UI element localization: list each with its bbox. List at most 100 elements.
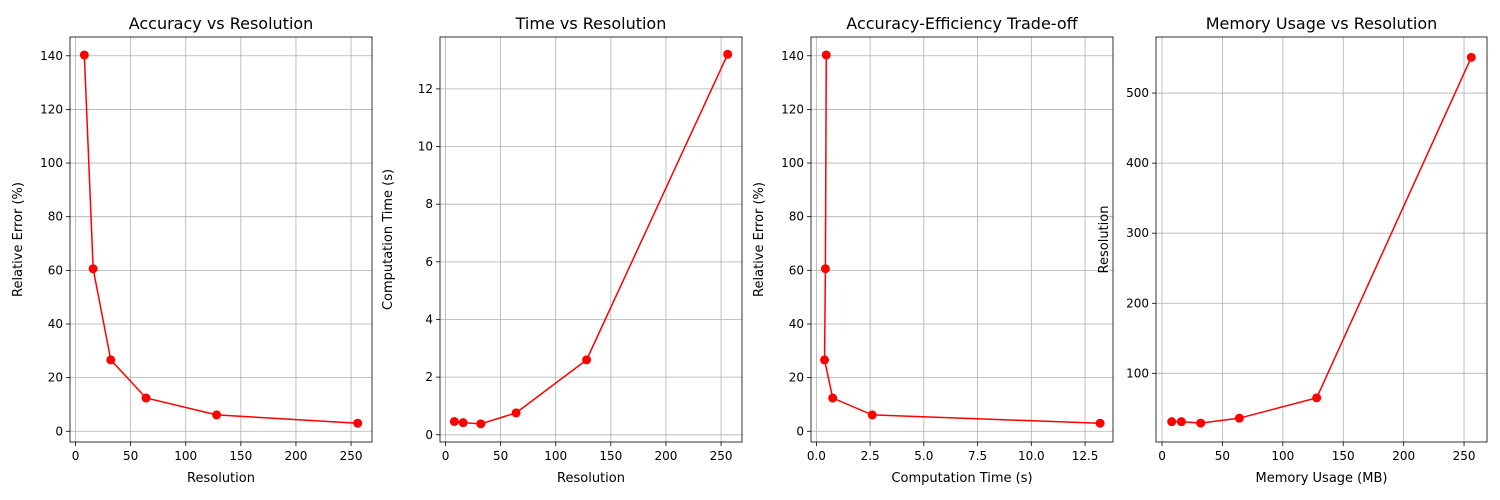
x-tick-label: 200: [654, 449, 677, 463]
y-tick-label: 100: [781, 156, 804, 170]
y-axis-label: Relative Error (%): [11, 182, 26, 297]
x-tick-label: 0: [1158, 449, 1166, 463]
axes-frame: [69, 36, 373, 443]
series-line: [454, 53, 729, 425]
data-point: [106, 355, 116, 365]
axes-frame: [439, 36, 743, 443]
y-tick-label: 40: [789, 317, 804, 331]
data-point: [1176, 417, 1186, 427]
y-tick-label: 60: [789, 263, 804, 277]
y-tick-label: 40: [48, 317, 63, 331]
x-tick-label: 7.5: [968, 449, 987, 463]
y-tick-label: 10: [418, 140, 433, 154]
x-tick-label: 50: [123, 449, 138, 463]
y-tick-label: 120: [781, 102, 804, 116]
series-line: [83, 54, 358, 424]
y-tick-label: 60: [48, 263, 63, 277]
y-tick-label: 80: [48, 210, 63, 224]
x-axis-label: Resolution: [187, 471, 255, 486]
y-axis-label: Computation Time (s): [381, 169, 396, 310]
data-point: [212, 410, 222, 420]
data-point: [820, 355, 830, 365]
y-tick-label: 500: [1126, 86, 1149, 100]
series-line: [823, 54, 1101, 424]
chart-title: Accuracy vs Resolution: [129, 14, 314, 33]
y-tick-label: 20: [789, 371, 804, 385]
x-tick-label: 200: [1392, 449, 1415, 463]
y-tick-label: 6: [425, 255, 433, 269]
axes-frame: [1155, 36, 1488, 443]
y-tick-label: 2: [425, 370, 433, 384]
data-point: [582, 355, 592, 365]
y-axis-label: Relative Error (%): [752, 182, 767, 297]
data-point: [723, 49, 733, 59]
chart-panel-4: 0 50 100 150 200 250 100 200 300 400 500 Memory Usa…: [1097, 14, 1488, 486]
chart-title: Accuracy-Efficiency Trade-off: [846, 14, 1078, 33]
x-tick-label: 250: [340, 449, 363, 463]
data-point: [1234, 413, 1244, 423]
x-tick-label: 10.0: [1018, 449, 1045, 463]
data-point: [79, 50, 89, 60]
x-tick-label: 2.5: [861, 449, 880, 463]
x-tick-label: 0: [72, 449, 80, 463]
data-point: [511, 408, 521, 418]
y-tick-label: 0: [425, 428, 433, 442]
y-tick-label: 120: [40, 102, 63, 116]
x-tick-label: 100: [1271, 449, 1294, 463]
y-tick-label: 0: [55, 424, 63, 438]
data-point: [1466, 52, 1476, 62]
data-point: [820, 264, 830, 274]
y-tick-label: 20: [48, 371, 63, 385]
y-tick-label: 100: [40, 156, 63, 170]
x-tick-label: 250: [1453, 449, 1476, 463]
x-tick-label: 150: [1332, 449, 1355, 463]
data-point: [1312, 393, 1322, 403]
x-axis-label: Computation Time (s): [891, 471, 1032, 486]
x-tick-label: 5.0: [914, 449, 933, 463]
y-tick-label: 140: [781, 49, 804, 63]
x-tick-label: 150: [229, 449, 252, 463]
y-tick-label: 100: [1126, 366, 1149, 380]
y-tick-label: 80: [789, 210, 804, 224]
x-tick-label: 50: [1215, 449, 1230, 463]
y-tick-label: 12: [418, 82, 433, 96]
y-tick-label: 4: [425, 312, 433, 326]
x-tick-label: 100: [544, 449, 567, 463]
series-line: [1171, 57, 1472, 424]
chart-title: Time vs Resolution: [515, 14, 667, 33]
y-tick-label: 8: [425, 197, 433, 211]
x-tick-label: 250: [710, 449, 733, 463]
x-axis-label: Memory Usage (MB): [1256, 471, 1388, 486]
chart-title: Memory Usage vs Resolution: [1206, 14, 1438, 33]
y-tick-label: 200: [1126, 296, 1149, 310]
data-point: [1196, 418, 1206, 428]
data-point: [88, 264, 98, 274]
data-point: [828, 393, 838, 403]
y-axis-label: Resolution: [1097, 206, 1112, 274]
data-point: [821, 50, 831, 60]
data-point: [141, 393, 151, 403]
chart-panel-3: 0.0 2.5 5.0 7.5 10.0 12.5 0 20 40 60 80 100 120 140 Ac…: [752, 14, 1114, 486]
x-tick-label: 0.0: [807, 449, 826, 463]
data-point: [353, 418, 363, 428]
y-tick-label: 400: [1126, 156, 1149, 170]
data-point: [1167, 417, 1177, 427]
axes-frame: [810, 36, 1114, 443]
x-tick-label: 0: [442, 449, 450, 463]
x-axis-label: Resolution: [557, 471, 625, 486]
x-tick-label: 50: [493, 449, 508, 463]
y-tick-label: 300: [1126, 226, 1149, 240]
data-point: [449, 417, 459, 427]
data-point: [867, 410, 877, 420]
chart-panel-1: 0 50 100 150 200 250 0 20 40 60 80 100 120 140 Accurac…: [11, 14, 373, 486]
y-tick-label: 0: [796, 424, 804, 438]
data-point: [476, 419, 486, 429]
chart-panel-2: 0 50 100 150 200 250 0 2 4 6 8 10 12 Time vs Resoluti…: [381, 14, 743, 486]
data-point: [458, 418, 468, 428]
x-tick-label: 12.5: [1072, 449, 1099, 463]
x-tick-label: 200: [284, 449, 307, 463]
x-tick-label: 150: [599, 449, 622, 463]
x-tick-label: 100: [174, 449, 197, 463]
y-tick-label: 140: [40, 49, 63, 63]
